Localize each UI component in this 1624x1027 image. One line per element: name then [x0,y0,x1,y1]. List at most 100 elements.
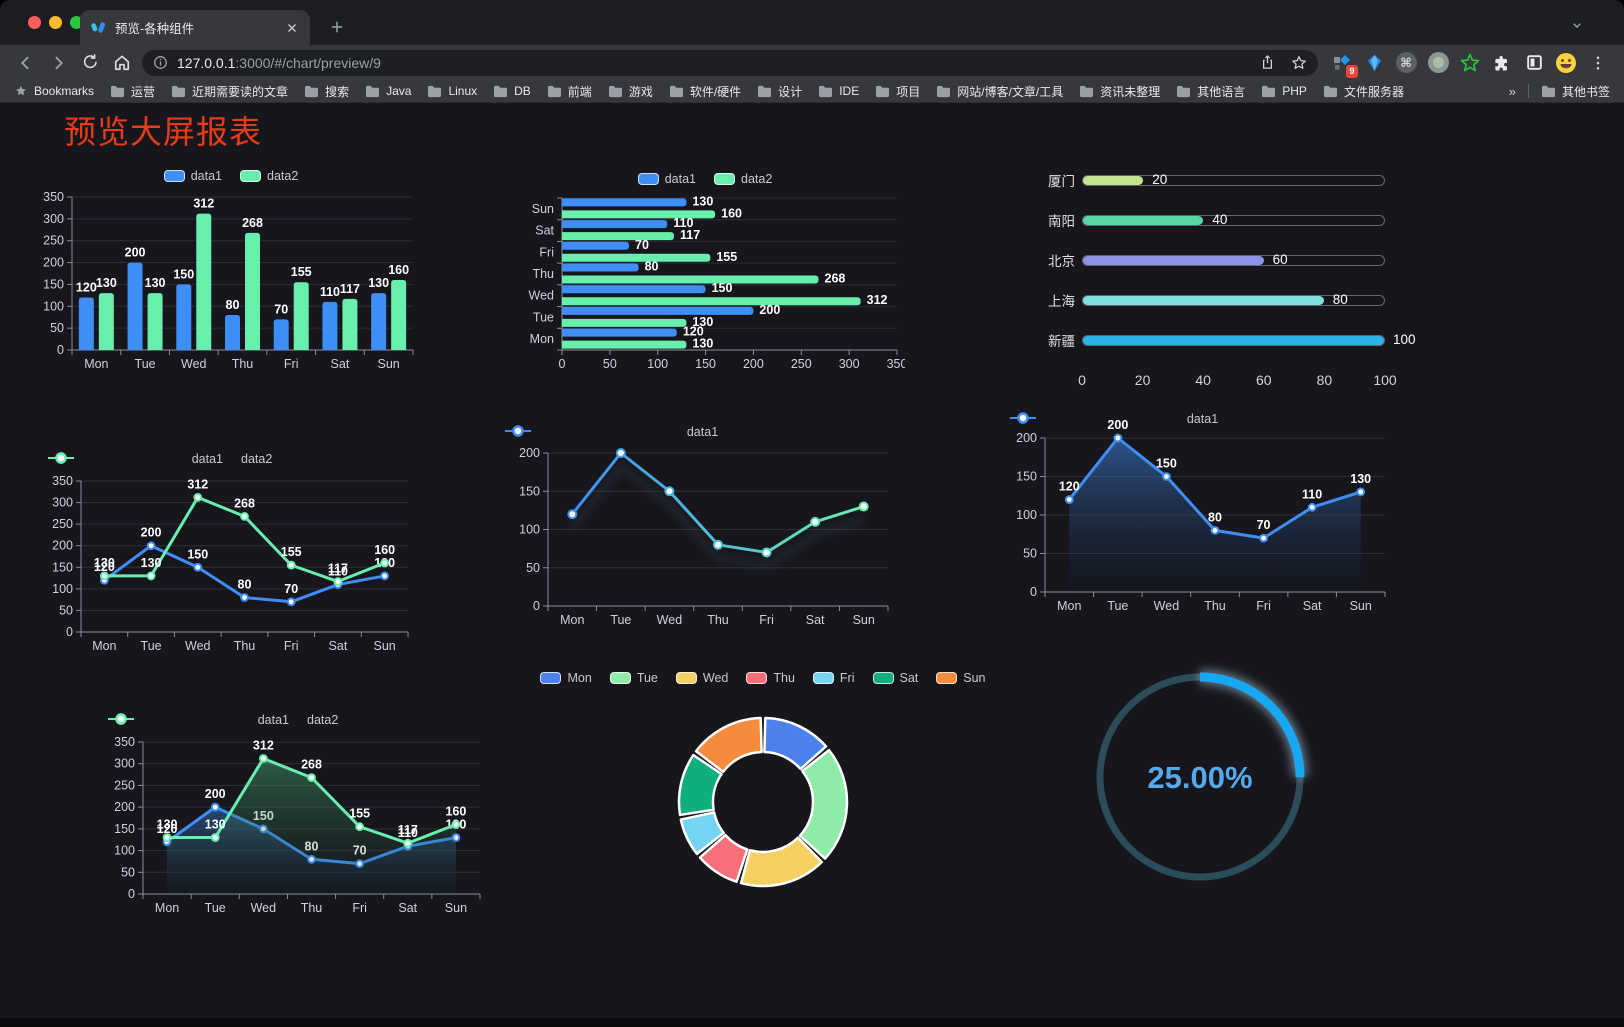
bar-value-label: 130 [96,276,117,290]
y-category-label: Sun [532,202,554,216]
bookmark-folder[interactable]: 其他语言 [1176,83,1245,100]
legend-item-Sun[interactable]: Sun [936,671,986,685]
bar-data2-Mon [98,293,114,350]
x-tick-label: Thu [232,357,254,371]
legend-item-Tue[interactable]: Tue [609,671,658,685]
legend-label: Tue [636,671,658,685]
extension-icon-gem[interactable] [1362,51,1386,75]
extension-icon-command[interactable]: ⌘ [1394,51,1418,75]
bookmark-folder[interactable]: 前端 [547,83,592,100]
legend-item-data2[interactable]: data2 [48,452,272,466]
legend-item-Sat[interactable]: Sat [872,671,918,685]
x-tick-label: Tue [1107,599,1128,613]
bookmark-folder[interactable]: 资讯未整理 [1079,83,1160,100]
bar-data1-Wed [176,284,192,350]
minimize-window-button[interactable] [49,16,62,29]
x-tick-label: 200 [743,357,764,371]
pie-slice-Sun [694,716,763,774]
menu-kebab-icon[interactable] [1586,51,1610,75]
close-window-button[interactable] [28,16,41,29]
bookmark-folder[interactable]: 设计 [757,83,802,100]
page-content: 预览大屏报表 data1 data2 0 50 100 150 200 250 300 350 Mo… [0,103,1624,1027]
back-button[interactable] [10,48,42,78]
address-bar[interactable]: 127.0.0.1:3000/#/chart/preview/9 [142,49,1318,76]
extension-icon-contrast-square[interactable] [1522,51,1546,75]
bookmark-folder[interactable]: 文件服务器 [1323,83,1404,100]
bookmark-folder[interactable]: DB [493,84,531,98]
bookmarks-overflow-chevron[interactable]: » [1508,83,1516,99]
bookmark-folders: 运营 近期需要读的文章 搜索 Java Linux DB 前端 游戏 软件/硬件 设计 IDE 项目 网… [110,83,1404,100]
legend-item-Mon[interactable]: Mon [540,671,592,685]
new-tab-button[interactable] [322,12,352,42]
y-category-label: Sat [535,224,554,238]
data-point-data2-Sat [403,838,413,848]
home-button[interactable] [106,48,138,78]
bar-value-label: 200 [125,246,146,260]
extension-icon-sage-circle[interactable] [1426,51,1450,75]
bookmark-folder[interactable]: PHP [1261,84,1307,98]
legend-item-data2[interactable]: data2 [108,713,338,727]
legend-item-data1[interactable]: data1 [1010,412,1218,426]
data-point-data1-Tue [146,541,156,551]
point-value-label: 200 [141,526,162,540]
bar-data2-Sun [562,210,716,219]
data-point-data2-Sun [380,558,390,568]
y-tick-label: 50 [1023,547,1037,561]
tab-close-icon[interactable] [284,20,300,36]
legend-item-Wed[interactable]: Wed [675,671,728,685]
bar-data2-Fri [293,282,309,350]
legend-item-data1[interactable]: data1 [637,172,696,186]
legend-item-Thu[interactable]: Thu [746,671,795,685]
legend-item-data1[interactable]: data1 [163,169,222,183]
legend-item-data1[interactable]: data1 [505,425,718,439]
x-tick-label: Sat [806,613,825,627]
legend-item-Fri[interactable]: Fri [812,671,855,685]
site-info-icon[interactable] [152,54,169,71]
zoom-window-button[interactable] [70,16,83,29]
area-chart-two-series: data1 data2 0 50 100 150 200 250 300 350 Mon Tue Wed… [108,700,488,924]
share-icon[interactable] [1259,54,1276,71]
bookmark-star-icon[interactable] [1290,54,1308,72]
bookmark-folder[interactable]: Java [365,84,411,98]
y-tick-label: 0 [128,887,135,901]
y-tick-label: 200 [1016,431,1037,445]
extension-icon-green-star[interactable] [1458,51,1482,75]
bar-data1-Mon [78,297,94,350]
legend-item-data2[interactable]: data2 [714,172,772,186]
folder-icon [1323,85,1337,97]
bookmark-folder[interactable]: 软件/硬件 [669,83,741,100]
progress-label: 厦门 [1048,174,1075,189]
bookmark-folder[interactable]: 游戏 [608,83,653,100]
legend-label: data1 [257,713,289,727]
other-bookmarks[interactable]: 其他书签 [1541,83,1610,100]
url-host: 127.0.0.1 [177,54,236,71]
x-tick-label: 0 [559,357,566,371]
bookmark-item-bookmarks[interactable]: Bookmarks [14,84,94,98]
tab-search-chevron-icon[interactable] [1564,12,1590,38]
x-tick-label: Sat [329,639,348,653]
progress-label: 新疆 [1048,334,1075,349]
extensions-puzzle-icon[interactable] [1490,51,1514,75]
legend-marker [108,713,134,725]
legend-item-data2[interactable]: data2 [240,169,298,183]
forward-button[interactable] [42,48,74,78]
bar-value-label: 130 [692,194,713,208]
bookmark-folder[interactable]: 近期需要读的文章 [171,83,288,100]
legend-marker [1010,412,1036,424]
extension-icon-grid-badge[interactable]: 9 [1330,51,1358,78]
bookmark-folder[interactable]: 搜索 [304,83,349,100]
x-tick-label: 150 [695,357,716,371]
point-value-label: 110 [328,565,348,579]
reload-button[interactable] [74,48,106,78]
browser-tab[interactable]: 预览-各种组件 [80,10,310,45]
bar-data1-Thu [225,315,240,350]
bookmark-folder[interactable]: 运营 [110,83,155,100]
x-tick-label: Sat [398,901,417,915]
data-point-data2-Thu [240,511,249,521]
bookmark-folder[interactable]: 网站/博客/文章/工具 [936,83,1063,100]
bookmark-folder[interactable]: IDE [818,84,859,98]
bookmark-folder[interactable]: Linux [427,84,477,98]
profile-avatar-emoji[interactable] [1554,51,1578,75]
point-value-label: 130 [141,556,162,570]
bookmark-folder[interactable]: 项目 [875,83,920,100]
